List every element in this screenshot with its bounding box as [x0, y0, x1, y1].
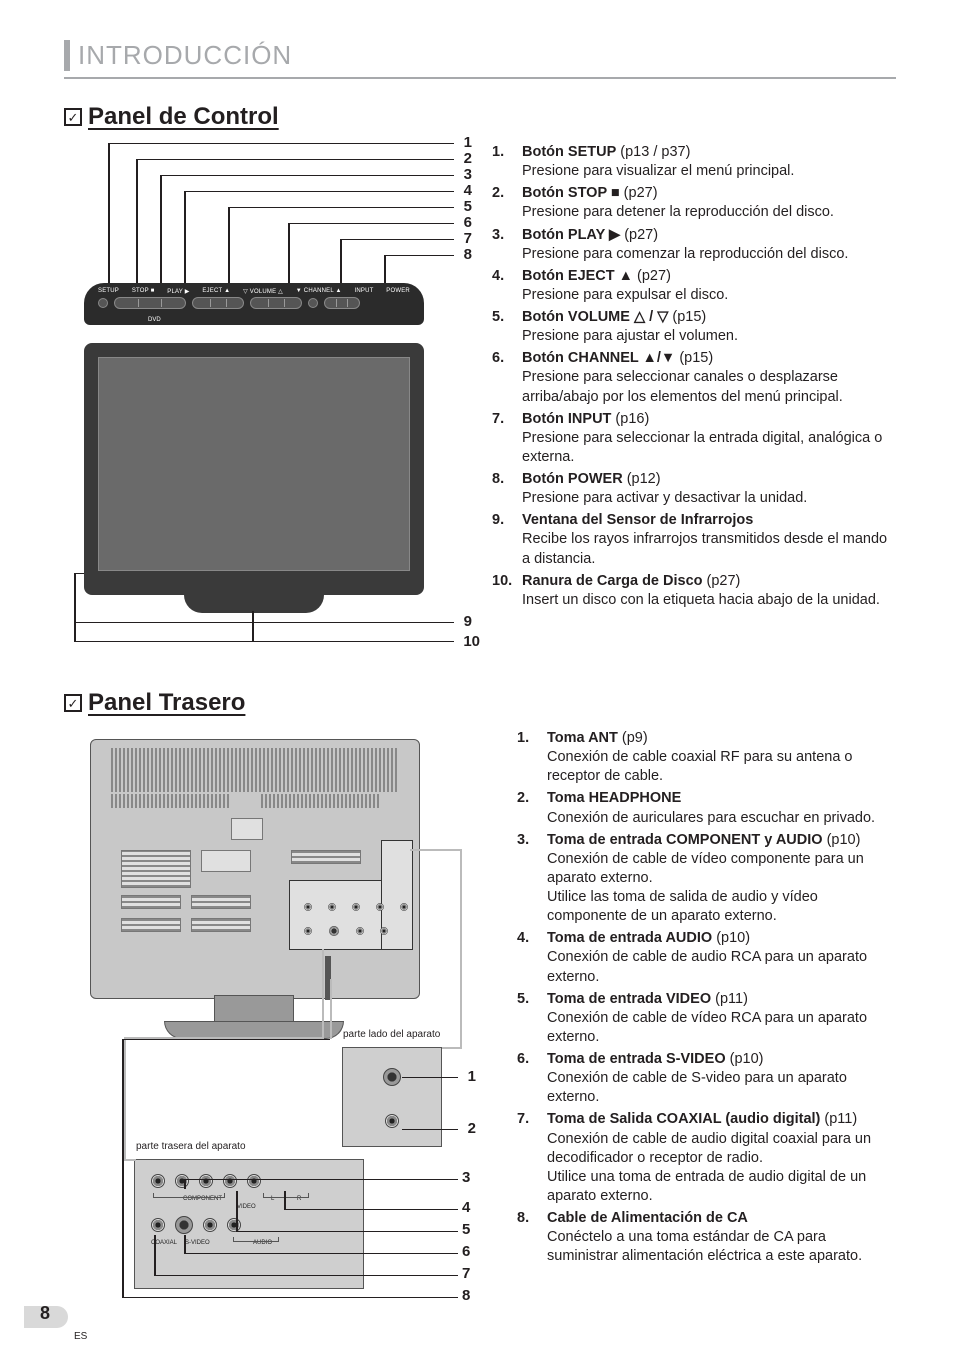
callout-r7: 7: [462, 1265, 507, 1282]
callout-1: 1: [464, 134, 472, 151]
header-rule: [64, 77, 896, 79]
section1-title: Panel de Control: [88, 103, 279, 131]
callout-r8: 8: [462, 1287, 507, 1304]
rear-label: parte trasera del aparato: [136, 1141, 246, 1152]
callout-5: 5: [464, 198, 472, 215]
panel-button-strip: SETUP STOP ■ PLAY ▶ EJECT ▲ ▽ VOLUME △ ▼…: [84, 283, 424, 325]
btn-label: EJECT ▲: [202, 288, 230, 295]
list-item: 5.Toma de entrada VIDEO (p11)Conexión de…: [517, 990, 896, 1047]
lang-label: ES: [74, 1331, 87, 1342]
callout-4: 4: [464, 182, 472, 199]
list-item: 6.Botón CHANNEL ▲/▼ (p15)Presione para s…: [492, 349, 896, 406]
check-icon: ✓: [64, 108, 82, 126]
btn-label: PLAY ▶: [167, 288, 189, 295]
btn-label: POWER: [386, 288, 410, 295]
side-label: parte lado del aparato: [343, 1029, 440, 1040]
list-item: 3.Toma de entrada COMPONENT y AUDIO (p10…: [517, 831, 896, 927]
list-item: 8.Cable de Alimentación de CAConéctelo a…: [517, 1209, 896, 1266]
btn-label: ▼ CHANNEL ▲: [296, 288, 342, 295]
callout-8: 8: [464, 246, 472, 263]
callout-r3: 3: [462, 1169, 507, 1186]
callout-r1: 1: [468, 1068, 476, 1085]
section2-title: Panel Trasero: [88, 689, 245, 717]
section2-heading: ✓ Panel Trasero: [64, 689, 896, 717]
list-item: 7.Botón INPUT (p16)Presione para selecci…: [492, 410, 896, 467]
callout-r2: 2: [468, 1120, 476, 1137]
list-item: 6.Toma de entrada S-VIDEO (p10)Conexión …: [517, 1050, 896, 1107]
control-panel-list: 1.Botón SETUP (p13 / p37)Presione para v…: [492, 143, 896, 610]
check-icon: ✓: [64, 694, 82, 712]
list-item: 7.Toma de Salida COAXIAL (audio digital)…: [517, 1110, 896, 1206]
callout-r6: 6: [462, 1243, 507, 1260]
header-bar: INTRODUCCIÓN: [64, 40, 896, 71]
rear-panel-list: 1.Toma ANT (p9)Conexión de cable coaxial…: [517, 729, 896, 1266]
btn-label: STOP ■: [132, 288, 155, 295]
btn-label: ▽ VOLUME △: [243, 288, 283, 295]
page-number: 8: [40, 1303, 50, 1324]
list-item: 4.Botón EJECT ▲ (p27)Presione para expul…: [492, 267, 896, 305]
list-item: 9.Ventana del Sensor de InfrarrojosRecib…: [492, 511, 896, 568]
callout-10: 10: [463, 633, 480, 650]
callout-3: 3: [464, 166, 472, 183]
side-detail-box: [342, 1047, 442, 1147]
list-item: 2.Botón STOP ■ (p27)Presione para detene…: [492, 184, 896, 222]
dvd-label: DVD: [148, 317, 161, 323]
btn-label: INPUT: [354, 288, 373, 295]
list-item: 8.Botón POWER (p12)Presione para activar…: [492, 470, 896, 508]
tv-front: [84, 343, 424, 595]
list-item: 10.Ranura de Carga de Disco (p27)Insert …: [492, 572, 896, 610]
list-item: 3.Botón PLAY ▶ (p27)Presione para comenz…: [492, 226, 896, 264]
chapter-title: INTRODUCCIÓN: [78, 40, 896, 71]
callout-7: 7: [464, 230, 472, 247]
callout-r5: 5: [462, 1221, 507, 1238]
btn-label: SETUP: [98, 288, 119, 295]
control-panel-diagram: 1 2 3 4 5 6 7 8 SETUP STOP ■ PLAY ▶ EJEC…: [64, 143, 464, 653]
callout-6: 6: [464, 214, 472, 231]
callout-9: 9: [464, 613, 472, 630]
list-item: 4.Toma de entrada AUDIO (p10)Conexión de…: [517, 929, 896, 986]
list-item: 1.Botón SETUP (p13 / p37)Presione para v…: [492, 143, 896, 181]
list-item: 2.Toma HEADPHONEConexión de auriculares …: [517, 789, 896, 827]
callout-r4: 4: [462, 1199, 507, 1216]
list-item: 5.Botón VOLUME △ / ▽ (p15)Presione para …: [492, 308, 896, 346]
callout-2: 2: [464, 150, 472, 167]
list-item: 1.Toma ANT (p9)Conexión de cable coaxial…: [517, 729, 896, 786]
rear-panel-diagram: parte lado del aparato parte trasera del…: [64, 729, 489, 1329]
section1-heading: ✓ Panel de Control: [64, 103, 896, 131]
